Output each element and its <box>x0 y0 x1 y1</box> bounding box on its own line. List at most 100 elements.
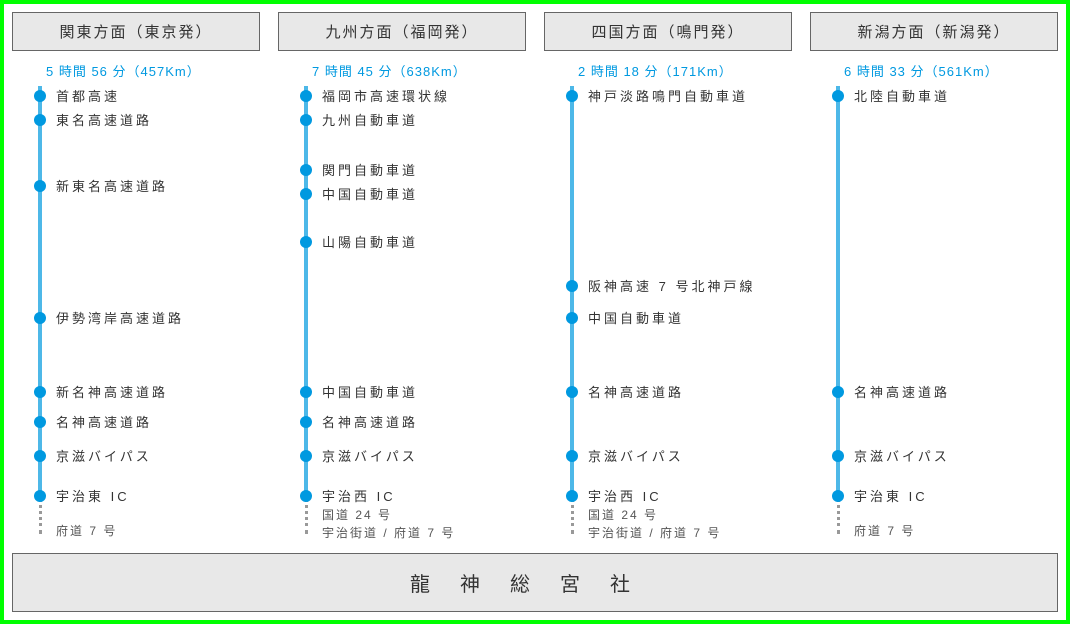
route-stop: 北陸自動車道 <box>810 86 950 105</box>
sub-route-label: 府道 7 号 <box>854 522 915 539</box>
sub-route-label: 宇治街道 / 府道 7 号 <box>322 524 455 541</box>
route-column-0: 関東方面（東京発）5 時間 56 分（457Km）首都高速東名高速道路新東名高速… <box>12 12 260 542</box>
stop-label: 新名神高速道路 <box>56 382 168 401</box>
stop-label: 山陽自動車道 <box>322 232 418 251</box>
stop-label: 京滋バイパス <box>588 446 684 465</box>
stop-label: 阪神高速 7 号北神戸線 <box>588 276 755 295</box>
line-wrap: 首都高速東名高速道路新東名高速道路伊勢湾岸高速道路新名神高速道路名神高速道路京滋… <box>12 86 260 516</box>
route-stop: 山陽自動車道 <box>278 232 418 251</box>
stop-label: 名神高速道路 <box>854 382 950 401</box>
stop-dot-icon <box>832 450 844 462</box>
stop-label: 宇治東 IC <box>854 486 928 505</box>
stop-label: 宇治西 IC <box>322 486 396 505</box>
route-column-2: 四国方面（鳴門発） 2 時間 18 分（171Km） 神戸淡路鳴門自動車道阪神高速 … <box>544 12 792 542</box>
route-stop: 新東名高速道路 <box>12 176 168 195</box>
stop-dot-icon <box>34 312 46 324</box>
stop-dot-icon <box>34 450 46 462</box>
stop-dot-icon <box>300 386 312 398</box>
stop-dot-icon <box>34 416 46 428</box>
route-diagram: 関東方面（東京発）5 時間 56 分（457Km）首都高速東名高速道路新東名高速… <box>0 0 1070 624</box>
route-stop: 名神高速道路 <box>12 412 152 431</box>
route-stop: 東名高速道路 <box>12 110 152 129</box>
route-stop: 名神高速道路 <box>810 382 950 401</box>
line-wrap: 北陸自動車道名神高速道路京滋バイパス宇治東 IC府道 7 号 <box>810 86 1058 516</box>
stop-dot-icon <box>566 490 578 502</box>
stop-dot-icon <box>566 280 578 292</box>
route-stop: 宇治東 IC <box>12 486 130 505</box>
stop-dot-icon <box>566 90 578 102</box>
stop-dot-icon <box>300 236 312 248</box>
route-stop: 宇治西 IC <box>544 486 662 505</box>
route-stop: 宇治東 IC <box>810 486 928 505</box>
stop-label: 中国自動車道 <box>588 308 684 327</box>
route-stop: 名神高速道路 <box>278 412 418 431</box>
stop-dot-icon <box>34 90 46 102</box>
route-stop: 阪神高速 7 号北神戸線 <box>544 276 755 295</box>
route-stop: 新名神高速道路 <box>12 382 168 401</box>
stop-label: 中国自動車道 <box>322 184 418 203</box>
stop-dot-icon <box>34 114 46 126</box>
stop-label: 神戸淡路鳴門自動車道 <box>588 86 748 105</box>
stop-dot-icon <box>300 114 312 126</box>
stop-label: 名神高速道路 <box>56 412 152 431</box>
stop-label: 名神高速道路 <box>322 412 418 431</box>
stop-dot-icon <box>300 416 312 428</box>
stop-dot-icon <box>566 450 578 462</box>
route-stop: 京滋バイパス <box>810 446 950 465</box>
stop-dot-icon <box>300 490 312 502</box>
stop-label: 東名高速道路 <box>56 110 152 129</box>
stop-label: 京滋バイパス <box>56 446 152 465</box>
route-line <box>836 86 840 492</box>
stop-dot-icon <box>300 90 312 102</box>
stop-label: 京滋バイパス <box>854 446 950 465</box>
route-line <box>38 86 42 492</box>
route-stop: 九州自動車道 <box>278 110 418 129</box>
route-stop: 京滋バイパス <box>278 446 418 465</box>
stop-label: 中国自動車道 <box>322 382 418 401</box>
route-stop: 神戸淡路鳴門自動車道 <box>544 86 748 105</box>
route-stop: 宇治西 IC <box>278 486 396 505</box>
route-stop: 京滋バイパス <box>12 446 152 465</box>
time-distance-info: 6 時間 33 分（561Km） <box>844 61 1058 80</box>
stop-dot-icon <box>300 450 312 462</box>
route-stop: 中国自動車道 <box>544 308 684 327</box>
route-stop: 伊勢湾岸高速道路 <box>12 308 184 327</box>
column-header: 四国方面（鳴門発） <box>544 12 792 51</box>
sub-route-label: 宇治街道 / 府道 7 号 <box>588 524 721 541</box>
stop-label: 関門自動車道 <box>322 160 418 179</box>
stop-dot-icon <box>300 164 312 176</box>
time-distance-info: 7 時間 45 分（638Km） <box>312 61 526 80</box>
column-header: 新潟方面（新潟発） <box>810 12 1058 51</box>
sub-route-label: 国道 24 号 <box>588 506 658 523</box>
stop-dot-icon <box>832 90 844 102</box>
stop-dot-icon <box>34 180 46 192</box>
route-line <box>304 86 308 492</box>
stop-dot-icon <box>566 312 578 324</box>
line-wrap: 神戸淡路鳴門自動車道阪神高速 7 号北神戸線中国自動車道名神高速道路京滋バイパス… <box>544 86 792 516</box>
stop-label: 北陸自動車道 <box>854 86 950 105</box>
route-stop: 京滋バイパス <box>544 446 684 465</box>
time-distance-info: 5 時間 56 分（457Km） <box>46 61 260 80</box>
stop-label: 宇治東 IC <box>56 486 130 505</box>
route-stop: 名神高速道路 <box>544 382 684 401</box>
stop-label: 名神高速道路 <box>588 382 684 401</box>
time-distance-info: 2 時間 18 分（171Km） <box>578 61 792 80</box>
route-stop: 中国自動車道 <box>278 382 418 401</box>
route-column-1: 九州方面（福岡発）7 時間 45 分（638Km）福岡市高速環状線九州自動車道関… <box>278 12 526 542</box>
line-wrap: 福岡市高速環状線九州自動車道関門自動車道中国自動車道山陽自動車道中国自動車道名神… <box>278 86 526 516</box>
column-header: 九州方面（福岡発） <box>278 12 526 51</box>
stop-dot-icon <box>832 490 844 502</box>
columns-container: 関東方面（東京発）5 時間 56 分（457Km）首都高速東名高速道路新東名高速… <box>12 12 1058 542</box>
destination-box: 龍神総宮社 <box>12 553 1058 612</box>
route-stop: 首都高速 <box>12 86 120 105</box>
sub-route-label: 府道 7 号 <box>56 522 117 539</box>
stop-dot-icon <box>566 386 578 398</box>
stop-dot-icon <box>832 386 844 398</box>
route-stop: 関門自動車道 <box>278 160 418 179</box>
stop-label: 新東名高速道路 <box>56 176 168 195</box>
stop-dot-icon <box>34 490 46 502</box>
route-stop: 中国自動車道 <box>278 184 418 203</box>
stop-dot-icon <box>34 386 46 398</box>
sub-route-label: 国道 24 号 <box>322 506 392 523</box>
route-column-3: 新潟方面（新潟発） 6 時間 33 分（561Km） 北陸自動車道名神高速道路京滋バ… <box>810 12 1058 542</box>
